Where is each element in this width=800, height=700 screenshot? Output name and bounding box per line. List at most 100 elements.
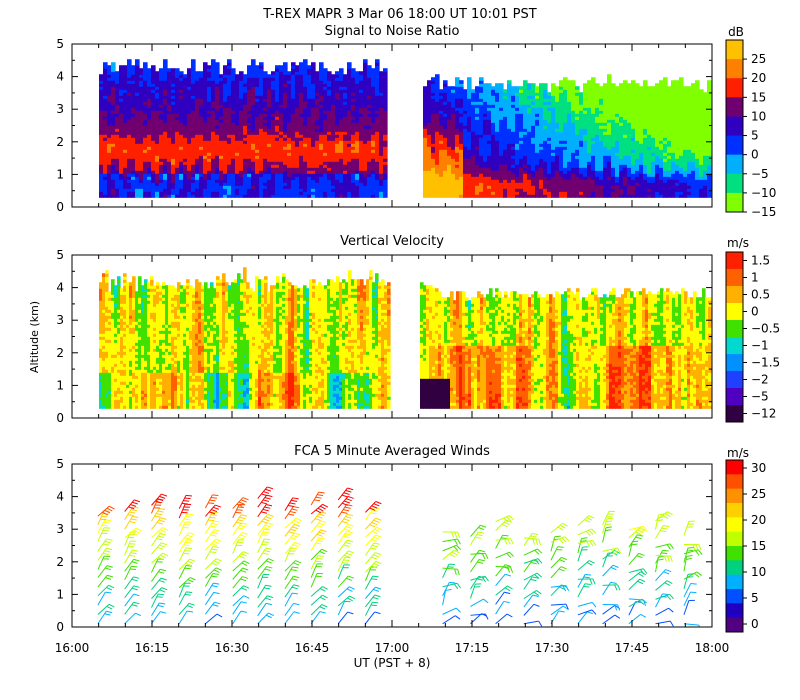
snr-cell [475, 131, 480, 135]
snr-cell [351, 149, 356, 153]
snr-cell [211, 182, 216, 186]
snr-cell [127, 71, 132, 75]
snr-cell [187, 155, 192, 159]
snr-cell [119, 107, 124, 111]
snr-cell [343, 161, 348, 165]
snr-cell [467, 185, 472, 189]
snr-cell [191, 143, 196, 147]
snr-cell [555, 134, 560, 138]
snr-cell [451, 128, 456, 132]
snr-cell [543, 182, 548, 186]
snr-cell [199, 176, 204, 180]
snr-cell [383, 131, 388, 135]
snr-cell [427, 182, 432, 186]
snr-cell [571, 155, 576, 159]
snr-cell [367, 158, 372, 162]
snr-cell [135, 149, 140, 153]
snr-cell [435, 104, 440, 108]
snr-cell [151, 89, 156, 93]
snr-cell [175, 122, 180, 126]
snr-cell [335, 86, 340, 90]
snr-cell [519, 158, 524, 162]
snr-cell [359, 86, 364, 90]
snr-cell [319, 170, 324, 174]
snr-cell [571, 122, 576, 126]
snr-cell [103, 113, 108, 117]
snr-cell [359, 92, 364, 96]
snr-cell [487, 158, 492, 162]
snr-cell [479, 194, 484, 198]
snr-cell [467, 170, 472, 174]
snr-cell [151, 113, 156, 117]
snr-cell [315, 71, 320, 75]
snr-cell [599, 98, 604, 102]
snr-cell [123, 131, 128, 135]
snr-cell [319, 140, 324, 144]
snr-cell [151, 167, 156, 171]
snr-cell [299, 146, 304, 150]
snr-cell [295, 107, 300, 111]
snr-cell [607, 140, 612, 144]
snr-cell [127, 143, 132, 147]
snr-cell [283, 137, 288, 141]
snr-cell [219, 179, 224, 183]
snr-cell [99, 83, 104, 87]
snr-cell [479, 128, 484, 132]
snr-cell [287, 95, 292, 99]
snr-cell [467, 77, 472, 81]
snr-cell [539, 89, 544, 93]
snr-cell [115, 131, 120, 135]
snr-cell [103, 68, 108, 72]
snr-cell [159, 98, 164, 102]
snr-cell [219, 158, 224, 162]
snr-cell [555, 170, 560, 174]
snr-cell [119, 86, 124, 90]
snr-cell [503, 194, 508, 198]
snr-cell [343, 140, 348, 144]
snr-cell [367, 170, 372, 174]
snr-cell [515, 191, 520, 195]
snr-cell [539, 113, 544, 117]
snr-cell [443, 107, 448, 111]
snr-cell [287, 158, 292, 162]
snr-cell [515, 170, 520, 174]
snr-cell [159, 113, 164, 117]
snr-cell [511, 119, 516, 123]
snr-cell [479, 173, 484, 177]
snr-cell [375, 179, 380, 183]
snr-cell [455, 101, 460, 105]
snr-cell [463, 176, 468, 180]
snr-cell [315, 119, 320, 123]
snr-cell [347, 182, 352, 186]
snr-cell [355, 161, 360, 165]
snr-cell [379, 164, 384, 168]
snr-cell [571, 188, 576, 192]
snr-cell [99, 170, 104, 174]
snr-cell [175, 164, 180, 168]
snr-cell [355, 128, 360, 132]
snr-cell [323, 107, 328, 111]
snr-cell [179, 140, 184, 144]
snr-cell [559, 131, 564, 135]
snr-cell [591, 107, 596, 111]
snr-cell [311, 131, 316, 135]
snr-cell [563, 194, 568, 198]
snr-cell [487, 182, 492, 186]
snr-cell [275, 158, 280, 162]
snr-cell [199, 194, 204, 198]
snr-cell [563, 89, 568, 93]
snr-cell [319, 119, 324, 123]
snr-cell [219, 122, 224, 126]
snr-cell [371, 104, 376, 108]
snr-cell [535, 170, 540, 174]
snr-cell [223, 122, 228, 126]
snr-cell [139, 107, 144, 111]
snr-cell [367, 86, 372, 90]
snr-cell [103, 140, 108, 144]
snr-cell [351, 119, 356, 123]
snr-cell [451, 146, 456, 150]
snr-cell [227, 170, 232, 174]
snr-cell [311, 92, 316, 96]
snr-cell [159, 89, 164, 93]
snr-cell [511, 143, 516, 147]
